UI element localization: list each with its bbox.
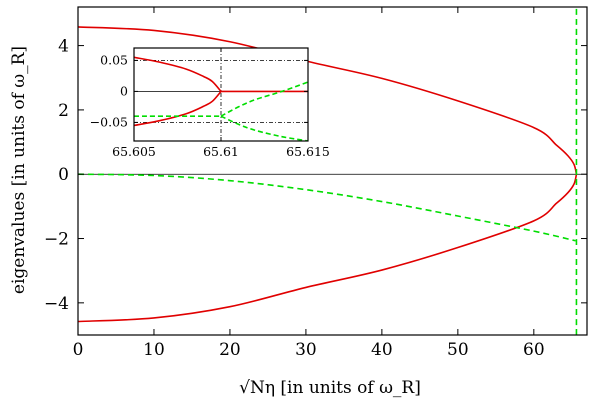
x-tick-label: 0: [73, 340, 84, 360]
inset-y-tick-label: 0.05: [100, 52, 128, 67]
y-tick-label: −2: [44, 230, 69, 250]
y-tick-label: 0: [58, 165, 69, 185]
inset-y-tick-label: 0: [120, 83, 128, 98]
inset-plot: 65.605 65.61 65.615 −0.05 0 0.05: [90, 47, 330, 159]
series-line-1: [78, 174, 578, 323]
x-tick-label: 20: [219, 340, 241, 360]
y-tick-label: −4: [44, 294, 69, 314]
inset-series-line-4: [220, 81, 308, 117]
inset-series-line-1: [134, 90, 222, 127]
x-tick-label: 50: [447, 340, 469, 360]
inset-x-tick-label: 65.605: [112, 144, 156, 159]
inset-y-tick-label: −0.05: [90, 114, 128, 129]
main-plot: 0 10 20 30 40 50 60 −4 −2 0 2 4: [44, 6, 588, 360]
x-tick-label: 10: [143, 340, 165, 360]
inset-x-tick-label: 65.61: [203, 144, 239, 159]
y-axis-label: eigenvalues [in units of ω_R]: [9, 46, 29, 294]
series-line-2: [78, 173, 576, 242]
inset-series-line-5: [220, 115, 308, 141]
inset-x-tick-label: 65.615: [286, 144, 330, 159]
x-tick-label: 60: [523, 340, 545, 360]
frame: [77, 6, 588, 336]
inset-series-line-0: [134, 56, 222, 92]
y-tick-label: 2: [58, 101, 69, 121]
series-line-0: [78, 26, 578, 175]
x-tick-label: 40: [371, 340, 393, 360]
x-axis-label: √Nη [in units of ω_R]: [239, 378, 421, 398]
x-tick-label: 30: [295, 340, 317, 360]
y-tick-label: 4: [58, 37, 69, 57]
